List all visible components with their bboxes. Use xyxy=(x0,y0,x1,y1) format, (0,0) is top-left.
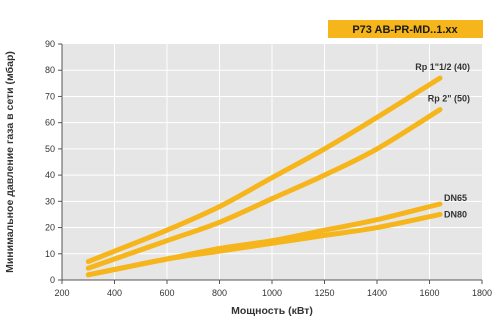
chart-title-box: P73 AB-PR-MD..1.xx xyxy=(328,20,483,38)
y-tick-label: 60 xyxy=(45,118,55,128)
y-tick-label: 80 xyxy=(45,65,55,75)
x-tick-label: 1400 xyxy=(367,288,387,298)
x-axis-label: Мощность (кВт) xyxy=(231,305,313,317)
series-label: DN65 xyxy=(444,193,467,203)
y-tick-label: 20 xyxy=(45,223,55,233)
series-line xyxy=(85,75,443,265)
y-tick-label: 90 xyxy=(45,39,55,49)
series-label: DN80 xyxy=(444,209,467,219)
x-tick-label: 1000 xyxy=(262,288,282,298)
series-group: Rp 1"1/2 (40) Rp 2" (50) DN65 DN80 xyxy=(85,62,470,278)
series-line xyxy=(85,107,443,271)
series-label: Rp 1"1/2 (40) xyxy=(415,62,470,72)
axes: 200 400 600 800 1000 1250 1400 1600 1800 0 10 20 30 4… xyxy=(45,39,492,298)
chart-title: P73 AB-PR-MD..1.xx xyxy=(352,24,458,36)
y-tick-label: 50 xyxy=(45,144,55,154)
x-tick-label: 400 xyxy=(107,288,122,298)
y-tick-label: 10 xyxy=(45,249,55,259)
y-axis-label: Минимальное давление газа в сети (мбар) xyxy=(4,51,16,273)
y-tick-label: 0 xyxy=(50,275,55,285)
x-tick-label: 800 xyxy=(212,288,227,298)
title-background xyxy=(328,20,483,38)
y-tick-label: 70 xyxy=(45,91,55,101)
series-label: Rp 2" (50) xyxy=(428,94,470,104)
series-line xyxy=(85,211,443,278)
y-tick-label: 40 xyxy=(45,170,55,180)
x-tick-label: 200 xyxy=(54,288,69,298)
x-tick-label: 1600 xyxy=(419,288,439,298)
x-tick-label: 600 xyxy=(159,288,174,298)
x-tick-label: 1250 xyxy=(314,288,334,298)
y-tick-label: 30 xyxy=(45,196,55,206)
x-tick-label: 1800 xyxy=(472,288,492,298)
